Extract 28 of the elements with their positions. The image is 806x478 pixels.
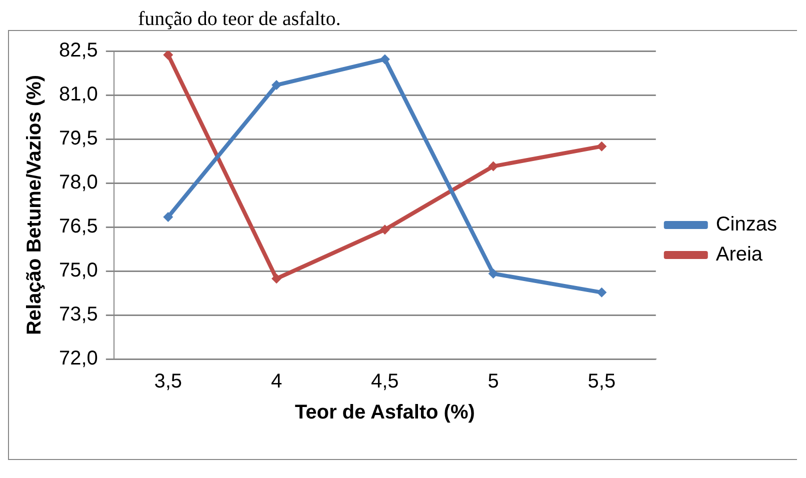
- point: [488, 161, 498, 172]
- point: [163, 212, 174, 222]
- y-tick-label: 75,0: [58, 260, 98, 282]
- x-tick-label: 4: [270, 370, 282, 393]
- point: [380, 54, 390, 64]
- point: [488, 268, 498, 279]
- x-tick-label: 3,5: [154, 370, 182, 393]
- x-tick-label: 4,5: [370, 370, 399, 393]
- y-tick-label: 73,5: [58, 304, 98, 326]
- y-tick-label: 76,5: [58, 216, 98, 238]
- point: [272, 80, 282, 90]
- y-tick-label: 81,0: [58, 84, 98, 106]
- y-axis-title: Relação Betume/Vazios (%): [24, 74, 46, 336]
- point: [272, 274, 282, 284]
- y-tick-label: 79,5: [58, 128, 98, 150]
- text: função do teor de asfalto.: [138, 8, 342, 30]
- point: [163, 51, 174, 60]
- x-tick-label: 5,5: [588, 370, 616, 393]
- y-tick-label: 82,5: [58, 40, 98, 62]
- legend-label: Cinzas: [716, 214, 778, 236]
- x-axis-title: Teor de Asfalto (%): [294, 402, 475, 424]
- legend-label: Areia: [716, 244, 764, 266]
- point: [380, 224, 390, 235]
- x-tick-label: 5: [488, 370, 499, 393]
- point: [596, 141, 607, 152]
- y-tick-label: 72,0: [58, 348, 98, 370]
- y-tick-label: 78,0: [58, 172, 98, 194]
- point: [596, 287, 607, 298]
